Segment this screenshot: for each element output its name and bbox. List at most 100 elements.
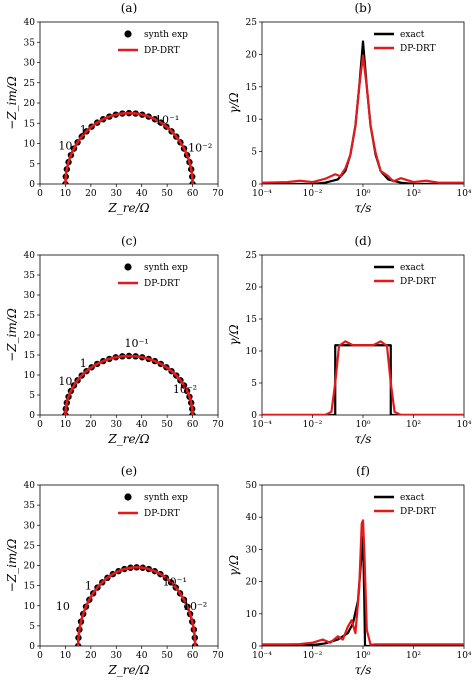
panel-label: (f) bbox=[356, 464, 370, 478]
legend-marker bbox=[124, 30, 132, 38]
y-tick-label: 25 bbox=[24, 79, 36, 89]
y-tick-label: 10 bbox=[24, 602, 36, 612]
y-axis-label: γ/Ω bbox=[227, 555, 241, 576]
x-axis-label: τ/s bbox=[355, 201, 372, 215]
x-tick-label: 10⁻² bbox=[303, 189, 323, 199]
legend-marker bbox=[124, 263, 132, 271]
panel-label: (b) bbox=[354, 1, 371, 15]
legend-label: exact bbox=[400, 263, 425, 273]
legend-label: DP-DRT bbox=[144, 279, 180, 289]
y-tick-label: 15 bbox=[246, 83, 258, 93]
x-axis-label: τ/s bbox=[355, 663, 372, 677]
y-tick-label: 0 bbox=[29, 180, 35, 190]
y-tick-label: 15 bbox=[24, 119, 36, 129]
fit-line bbox=[64, 111, 194, 184]
x-tick-label: 10² bbox=[406, 420, 421, 430]
frequency-annotation: 10 bbox=[58, 140, 72, 153]
y-tick-label: 25 bbox=[246, 251, 258, 261]
x-tick-label: 10⁻² bbox=[303, 651, 323, 661]
y-tick-label: 0 bbox=[29, 642, 35, 652]
y-tick-label: 50 bbox=[246, 481, 258, 491]
x-tick-label: 40 bbox=[136, 420, 148, 430]
y-tick-label: 0 bbox=[251, 180, 257, 190]
x-tick-label: 0 bbox=[37, 420, 43, 430]
legend-label: synth exp bbox=[144, 493, 188, 503]
y-tick-label: 15 bbox=[24, 582, 36, 592]
frequency-annotation: 10⁻¹ bbox=[155, 113, 179, 126]
frequency-annotation: 10⁻¹ bbox=[125, 337, 149, 350]
x-axis-label: Z_re/Ω bbox=[107, 201, 149, 215]
panel-1: (b) 10⁻⁴ 10⁻² 10⁰ 10² 10⁴ 0 5 10 15 20 25 τ/s γ/Ω exac… bbox=[227, 1, 472, 215]
y-axis-label: −Z_im/Ω bbox=[5, 76, 19, 130]
y-tick-label: 20 bbox=[24, 562, 36, 572]
legend-label: DP-DRT bbox=[144, 509, 180, 519]
x-tick-label: 10⁴ bbox=[456, 420, 471, 430]
y-tick-label: 10 bbox=[24, 371, 36, 381]
y-tick-label: 15 bbox=[24, 351, 36, 361]
plot-area bbox=[62, 352, 196, 415]
y-tick-label: 20 bbox=[24, 99, 36, 109]
x-tick-label: 10² bbox=[406, 651, 421, 661]
frequency-annotation: 1 bbox=[80, 123, 87, 136]
x-tick-label: 20 bbox=[85, 651, 97, 661]
panel-label: (d) bbox=[354, 234, 371, 248]
x-tick-label: 30 bbox=[111, 189, 123, 199]
series-line-1 bbox=[262, 340, 464, 415]
fit-line bbox=[64, 354, 194, 415]
legend-label: DP-DRT bbox=[400, 44, 436, 54]
y-axis-label: γ/Ω bbox=[227, 324, 241, 345]
legend-label: synth exp bbox=[144, 30, 188, 40]
x-tick-label: 30 bbox=[111, 651, 123, 661]
y-tick-label: 40 bbox=[24, 251, 36, 261]
y-tick-label: 30 bbox=[24, 59, 36, 69]
frequency-annotation: 1 bbox=[85, 580, 92, 593]
plot-area bbox=[262, 519, 464, 646]
legend-label: exact bbox=[400, 493, 425, 503]
frequency-annotation: 10⁻¹ bbox=[163, 576, 187, 589]
y-tick-label: 30 bbox=[24, 521, 36, 531]
x-axis-label: τ/s bbox=[355, 432, 372, 446]
y-tick-label: 20 bbox=[246, 283, 258, 293]
panel-5: (f) 10⁻⁴ 10⁻² 10⁰ 10² 10⁴ 0 10 20 30 40 50 τ/s γ/Ω exa… bbox=[227, 464, 472, 677]
y-tick-label: 35 bbox=[24, 501, 36, 511]
y-tick-label: 5 bbox=[29, 391, 35, 401]
y-tick-label: 25 bbox=[24, 541, 36, 551]
plot-area bbox=[262, 340, 464, 415]
frequency-annotation: 10⁻² bbox=[188, 142, 212, 155]
x-tick-label: 10⁴ bbox=[456, 189, 471, 199]
y-tick-label: 40 bbox=[246, 513, 258, 523]
y-tick-label: 25 bbox=[246, 18, 258, 28]
x-tick-label: 70 bbox=[212, 189, 224, 199]
x-tick-label: 70 bbox=[212, 651, 224, 661]
panel-label: (a) bbox=[121, 1, 138, 15]
y-tick-label: 30 bbox=[24, 291, 36, 301]
x-tick-label: 10⁻⁴ bbox=[252, 420, 272, 430]
x-axis-label: Z_re/Ω bbox=[107, 663, 149, 677]
x-tick-label: 40 bbox=[136, 189, 148, 199]
frequency-annotation: 10⁻² bbox=[183, 600, 207, 613]
frequency-annotation: 10⁻² bbox=[173, 383, 197, 396]
y-tick-label: 20 bbox=[246, 578, 258, 588]
x-tick-label: 50 bbox=[161, 420, 173, 430]
y-tick-label: 5 bbox=[29, 160, 35, 170]
plot-area bbox=[62, 109, 196, 184]
series-line-1 bbox=[262, 54, 464, 184]
x-axis-label: Z_re/Ω bbox=[107, 432, 149, 446]
series-line-1 bbox=[262, 519, 464, 646]
legend-label: DP-DRT bbox=[400, 507, 436, 517]
y-tick-label: 35 bbox=[24, 38, 36, 48]
x-tick-label: 10⁴ bbox=[456, 651, 471, 661]
x-tick-label: 10⁻⁴ bbox=[252, 189, 272, 199]
y-axis-label: −Z_im/Ω bbox=[5, 539, 19, 593]
y-tick-label: 10 bbox=[246, 347, 258, 357]
x-tick-label: 40 bbox=[136, 651, 148, 661]
y-tick-label: 5 bbox=[251, 148, 257, 158]
x-tick-label: 10⁰ bbox=[355, 420, 370, 430]
series-line-0 bbox=[262, 344, 464, 415]
panel-0: (a) 0 10 20 30 40 50 60 70 0 5 10 15 20 25 30 35 40 Z_re/Ω… bbox=[5, 1, 224, 215]
y-axis-label: −Z_im/Ω bbox=[5, 308, 19, 362]
y-tick-label: 5 bbox=[251, 379, 257, 389]
legend-label: DP-DRT bbox=[144, 46, 180, 56]
x-tick-label: 20 bbox=[85, 420, 97, 430]
